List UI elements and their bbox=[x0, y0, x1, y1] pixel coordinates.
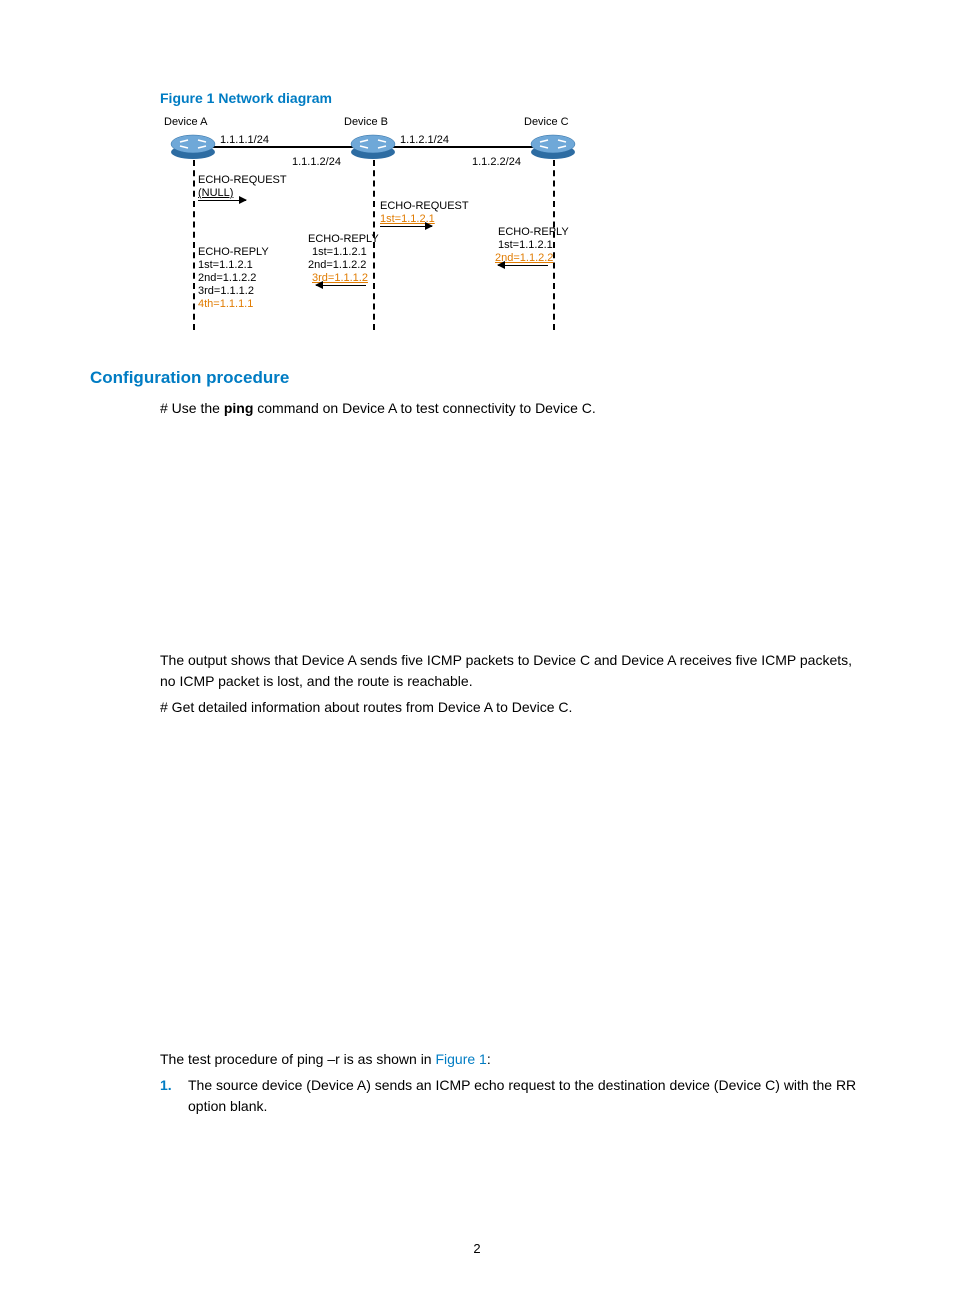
p4-post: : bbox=[487, 1051, 491, 1067]
para-get-routes: # Get detailed information about routes … bbox=[160, 697, 864, 717]
seg1-reply-title: ECHO-REPLY bbox=[198, 246, 269, 258]
seg1-reply-l1: 1st=1.1.2.1 bbox=[198, 259, 253, 271]
seg1-reply-l4: 4th=1.1.1.1 bbox=[198, 298, 253, 310]
p1-pre: # Use the bbox=[160, 400, 224, 416]
addr-b-left: 1.1.1.2/24 bbox=[292, 156, 341, 168]
blank-space-2 bbox=[90, 723, 864, 1043]
mid-reply-l2: 2nd=1.1.2.2 bbox=[308, 259, 366, 271]
blank-space-1 bbox=[90, 424, 864, 644]
arrow-reply-cb bbox=[498, 265, 548, 266]
arrow-req-ab bbox=[198, 200, 246, 201]
seg2-reply-title: ECHO-REPLY bbox=[498, 226, 569, 238]
seg2-reply-l1: 1st=1.1.2.1 bbox=[498, 239, 553, 251]
mid-reply-title: ECHO-REPLY bbox=[308, 233, 379, 245]
page-number: 2 bbox=[90, 1241, 864, 1256]
seg1-reply-l2: 2nd=1.1.2.2 bbox=[198, 272, 256, 284]
router-a-icon bbox=[170, 134, 216, 160]
figure-title: Figure 1 Network diagram bbox=[160, 90, 864, 106]
section-config-procedure: Configuration procedure bbox=[90, 368, 864, 388]
seg1-req-sub: (NULL) bbox=[198, 187, 233, 199]
device-a-label: Device A bbox=[164, 116, 207, 128]
arrow-req-bc bbox=[380, 226, 432, 227]
ordered-step-1: 1. The source device (Device A) sends an… bbox=[160, 1075, 864, 1116]
document-page: Figure 1 Network diagram Device A Device… bbox=[0, 0, 954, 1296]
step-text: The source device (Device A) sends an IC… bbox=[188, 1075, 864, 1116]
device-c-label: Device C bbox=[524, 116, 569, 128]
seg2-req-title: ECHO-REQUEST bbox=[380, 200, 469, 212]
addr-a-right: 1.1.1.1/24 bbox=[220, 134, 269, 146]
device-b-label: Device B bbox=[344, 116, 388, 128]
router-b-icon bbox=[350, 134, 396, 160]
router-c-icon bbox=[530, 134, 576, 160]
timeline-b bbox=[373, 160, 375, 330]
para-test-procedure: The test procedure of ping –r is as show… bbox=[160, 1049, 864, 1069]
network-diagram: Device A Device B Device C 1.1.1.1/24 1.… bbox=[160, 116, 600, 346]
mid-reply-l1: 1st=1.1.2.1 bbox=[312, 246, 367, 258]
arrow-reply-ba bbox=[316, 285, 366, 286]
p4-pre: The test procedure of ping –r is as show… bbox=[160, 1051, 435, 1067]
seg1-reply-l3: 3rd=1.1.1.2 bbox=[198, 285, 254, 297]
addr-b-right: 1.1.2.1/24 bbox=[400, 134, 449, 146]
para-output-summary: The output shows that Device A sends fiv… bbox=[160, 650, 864, 691]
para-ping-cmd: # Use the ping command on Device A to te… bbox=[160, 398, 864, 418]
addr-c-left: 1.1.2.2/24 bbox=[472, 156, 521, 168]
timeline-a bbox=[193, 160, 195, 330]
p1-bold: ping bbox=[224, 400, 254, 416]
p1-post: command on Device A to test connectivity… bbox=[253, 400, 595, 416]
seg1-req-title: ECHO-REQUEST bbox=[198, 174, 287, 186]
timeline-c bbox=[553, 160, 555, 330]
step-number: 1. bbox=[160, 1075, 188, 1116]
figure-1-link[interactable]: Figure 1 bbox=[435, 1051, 486, 1067]
